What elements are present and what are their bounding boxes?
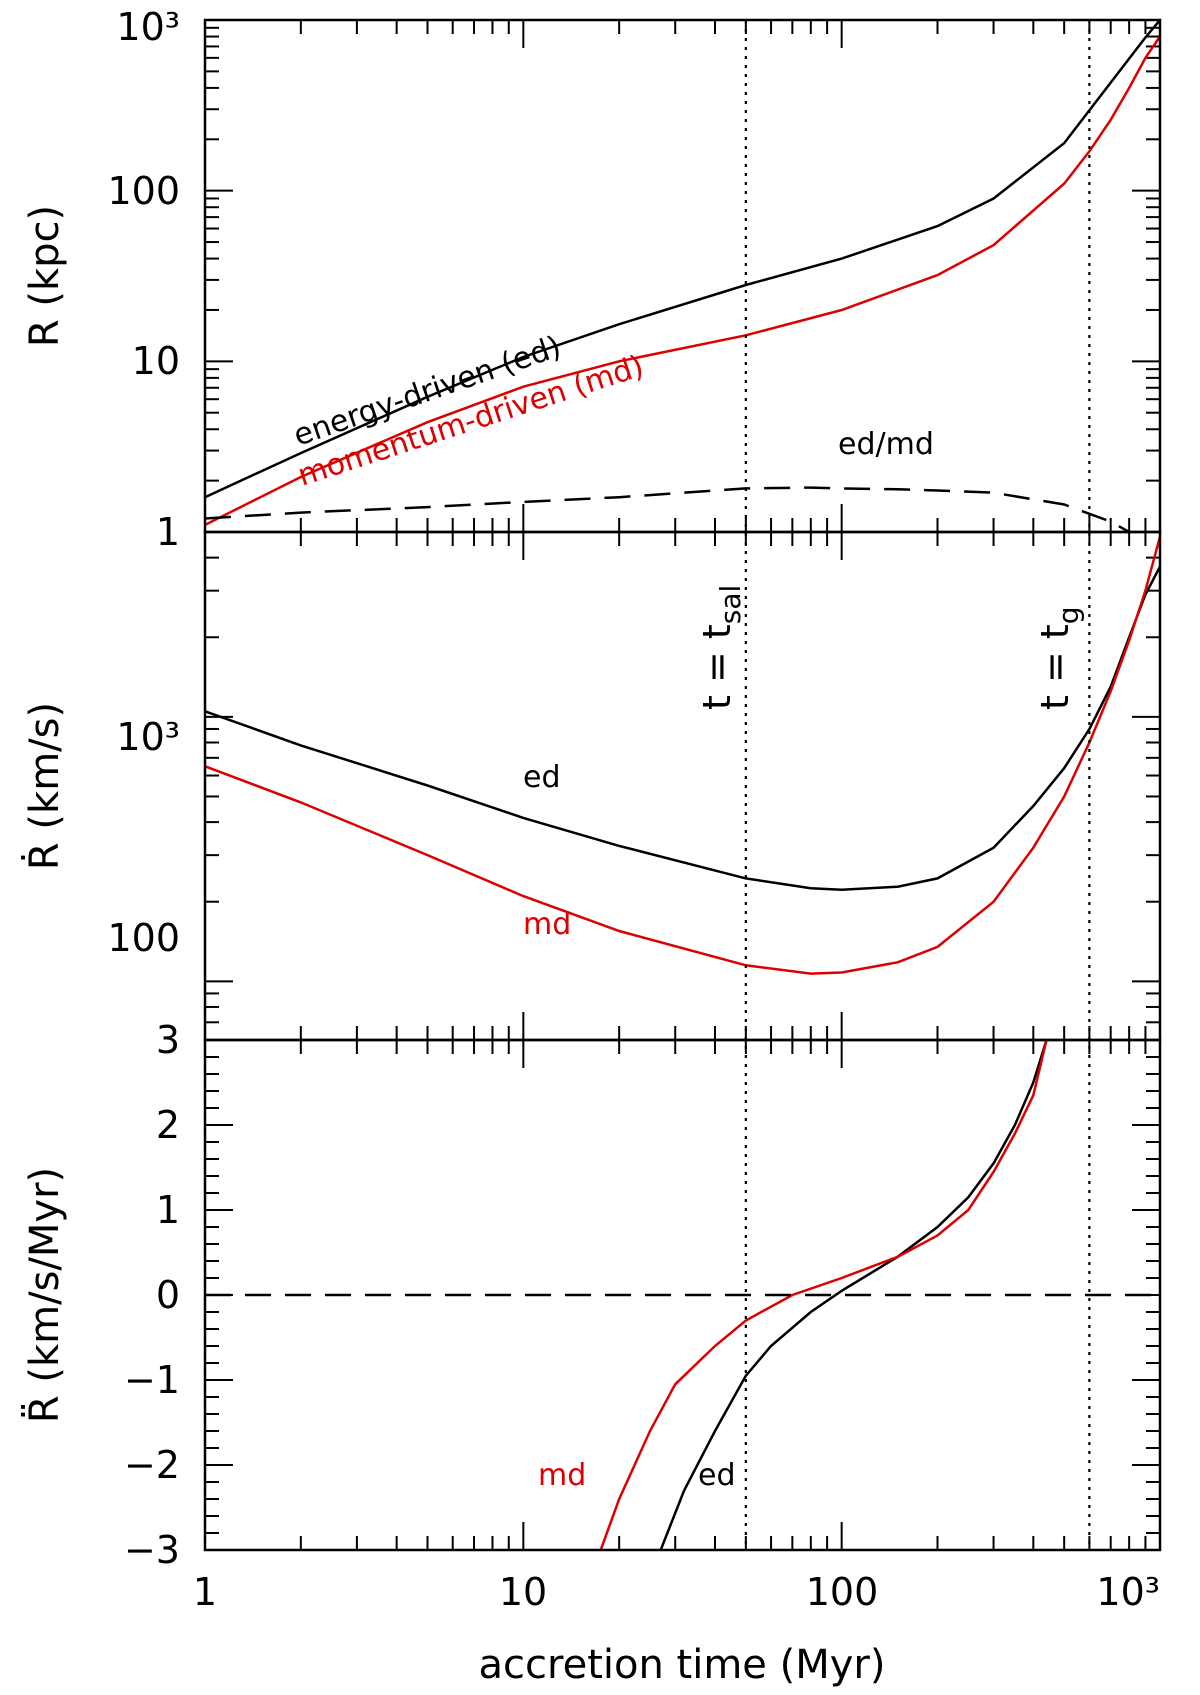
top-y-tick-label-10: 10: [132, 339, 180, 383]
middle-y-tick-label-1000: 10³: [116, 715, 180, 759]
vline-label-tg-main: t = t: [1033, 624, 1077, 710]
bottom-y-tick-label-m1: −1: [124, 1358, 180, 1402]
x-tick-label-10: 10: [499, 1570, 547, 1614]
series-line-top-ed-md: [205, 486, 1133, 532]
bottom-y-tick-label-1: 1: [156, 1188, 180, 1232]
bottom-y-axis-label: R̈ (km/s/Myr): [21, 1167, 68, 1423]
bottom-y-tick-label-m2: −2: [124, 1443, 180, 1487]
reference-lines: [744, 20, 1091, 1550]
top-y-tick-label-1: 1: [156, 510, 180, 554]
vline-label-tg-sub: g: [1052, 606, 1085, 624]
vline-label-tg: t = tg: [1033, 606, 1085, 710]
x-tick-label-1: 1: [193, 1570, 217, 1614]
annotation-ed-bottom: ed: [698, 1458, 736, 1493]
annotation-ed-middle: ed: [523, 760, 561, 795]
x-tick-label-100: 100: [806, 1570, 879, 1614]
annotation-md-bottom: md: [538, 1458, 586, 1493]
x-tick-label-1000: 10³: [1096, 1570, 1160, 1614]
middle-y-tick-label-100: 100: [107, 916, 180, 960]
axis-ticks: [204, 20, 1160, 1551]
curves: [205, 20, 1160, 1550]
middle-y-axis-label: Ṙ (km/s): [20, 702, 68, 870]
top-y-tick-label-1000: 10³: [116, 5, 180, 49]
series-line-bottom-md: [599, 1040, 1048, 1550]
series-line-top-momentum-driven-md-: [205, 35, 1160, 527]
series-line-middle-md: [205, 536, 1160, 975]
series-line-top-energy-driven-ed-: [205, 20, 1160, 499]
vline-label-tsal: t = tsal: [695, 585, 747, 710]
annotation-ed-md-ratio: ed/md: [838, 427, 934, 462]
bottom-y-tick-label-2: 2: [156, 1103, 180, 1147]
annotation-md-middle: md: [523, 907, 571, 942]
top-y-tick-label-100: 100: [107, 169, 180, 213]
panel-bottom-frame: [203, 1038, 1162, 1552]
series-line-bottom-ed: [659, 1040, 1048, 1550]
vline-label-tsal-main: t = t: [695, 624, 739, 710]
bottom-y-tick-label-3: 3: [156, 1018, 180, 1062]
top-y-axis-label: R (kpc): [22, 205, 68, 347]
bottom-y-tick-label-m3: −3: [124, 1528, 180, 1572]
x-axis-label: accretion time (Myr): [479, 1642, 886, 1688]
bottom-y-tick-label-0: 0: [156, 1273, 180, 1317]
panel-middle-frame: [203, 530, 1162, 1042]
series-line-middle-ed: [205, 566, 1160, 891]
vline-label-tsal-sub: sal: [714, 585, 747, 625]
